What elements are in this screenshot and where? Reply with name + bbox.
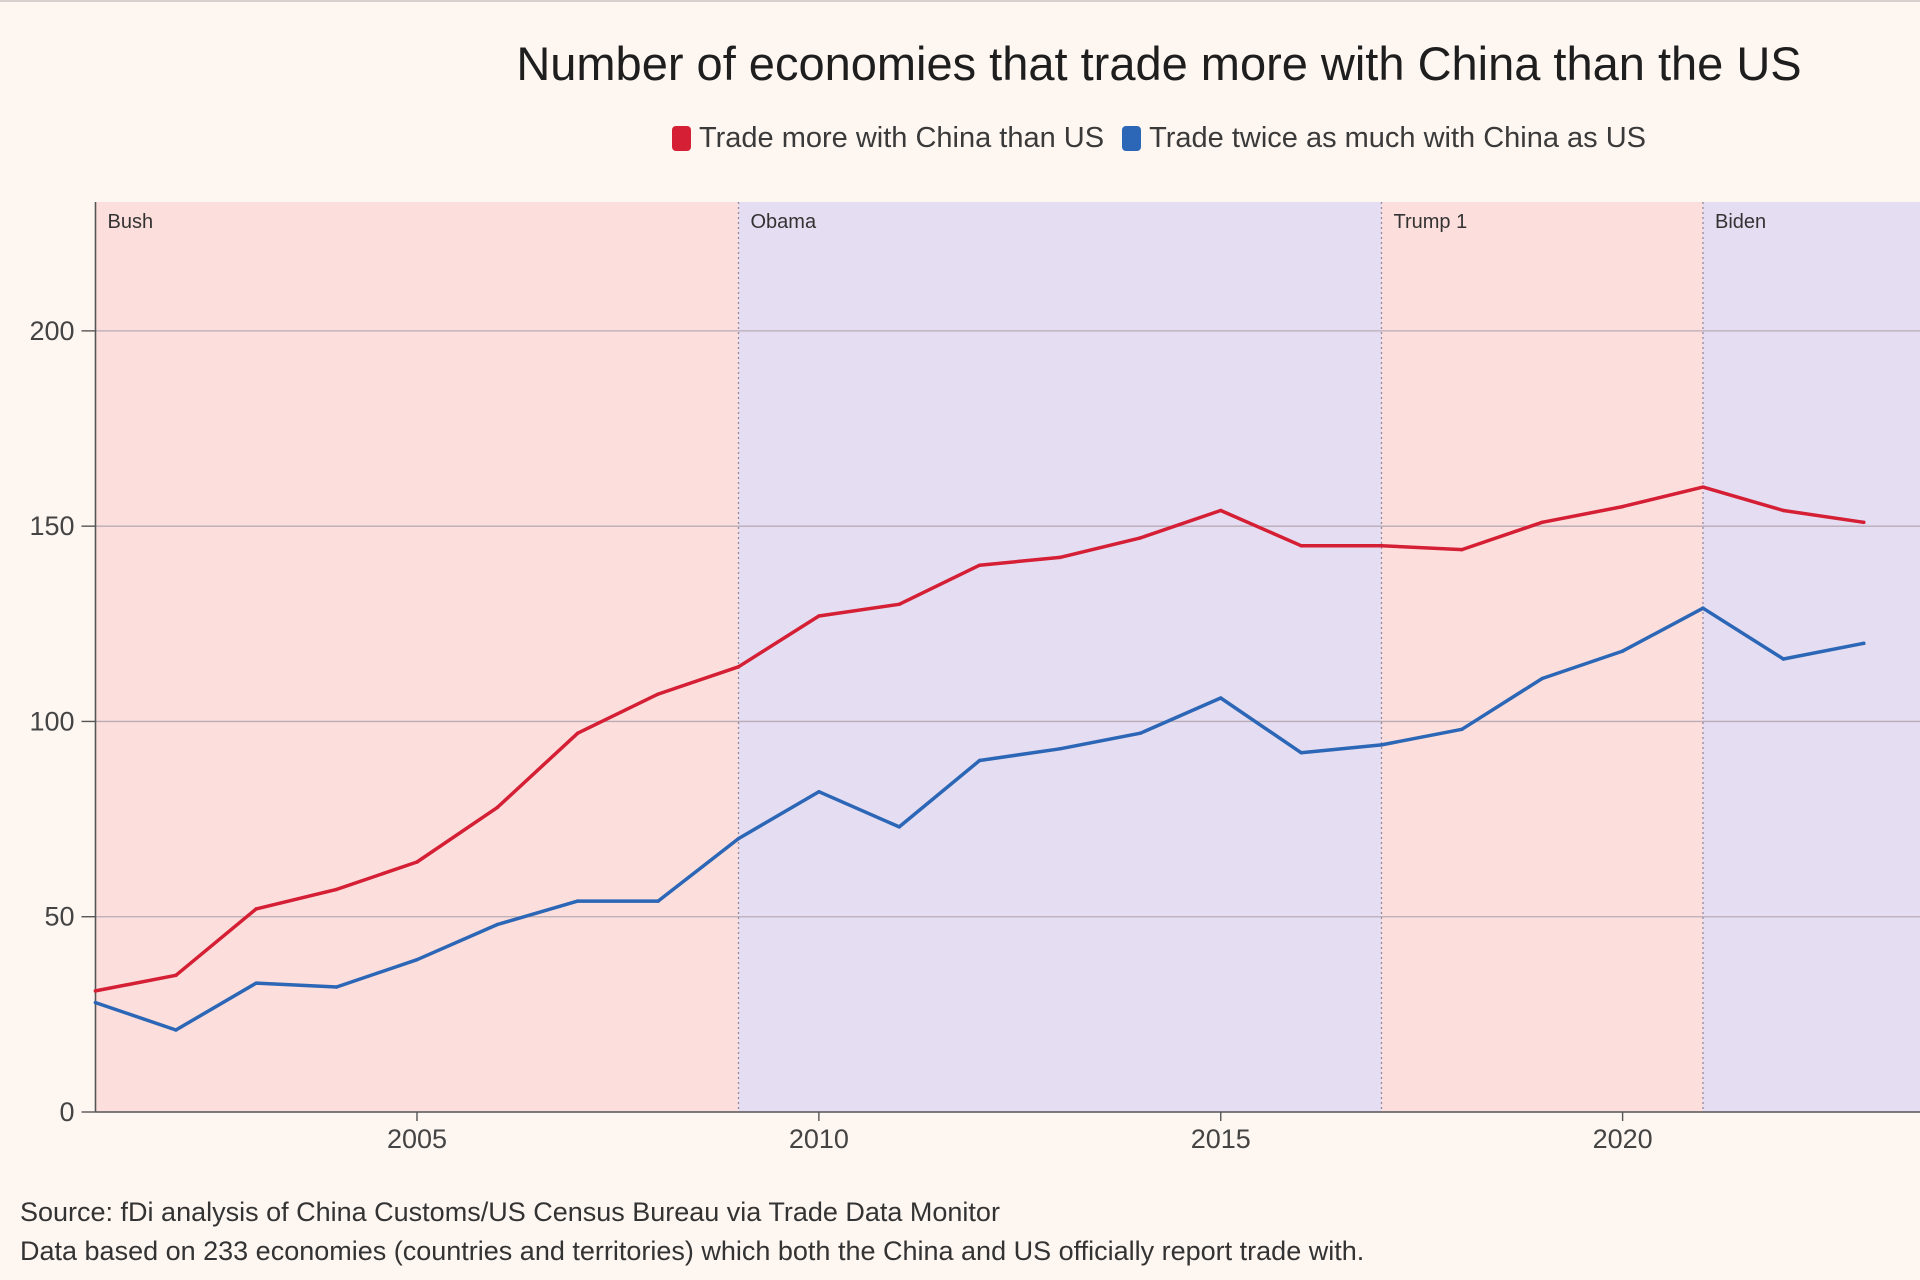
data-point-trade-more-with-china-than-us-2003	[254, 907, 258, 911]
data-point-trade-twice-as-much-with-china-as-us-2017	[1379, 743, 1384, 747]
data-point-trade-more-with-china-than-us-2007	[575, 731, 580, 735]
data-point-trade-twice-as-much-with-china-as-us-2001	[93, 1000, 98, 1005]
period-label-obama: Obama	[750, 211, 816, 233]
data-point-trade-twice-as-much-with-china-as-us-2016	[1299, 750, 1303, 755]
y-tick-label: 100	[29, 706, 74, 736]
data-point-trade-more-with-china-than-us-2015	[1218, 508, 1223, 513]
y-tick-label: 50	[44, 902, 74, 932]
data-point-trade-more-with-china-than-us-2013	[1058, 555, 1062, 560]
data-point-trade-more-with-china-than-us-2017	[1379, 543, 1384, 548]
legend-swatch-trade-twice	[1122, 125, 1142, 151]
data-point-trade-twice-as-much-with-china-as-us-2004	[334, 985, 339, 989]
x-tick-label: 2010	[789, 1124, 849, 1154]
data-point-trade-twice-as-much-with-china-as-us-2006	[495, 922, 500, 927]
y-tick-label: 0	[59, 1097, 74, 1127]
legend-label-trade-twice: Trade twice as much with China as US	[1149, 121, 1647, 154]
period-label-trump-1: Trump 1	[1393, 211, 1467, 233]
data-point-trade-twice-as-much-with-china-as-us-2022	[1781, 657, 1786, 661]
period-label-bush: Bush	[108, 211, 154, 233]
data-point-trade-twice-as-much-with-china-as-us-2011	[897, 825, 901, 829]
data-note: Data based on 233 economies (countries a…	[20, 1236, 1365, 1266]
data-point-trade-twice-as-much-with-china-as-us-2005	[415, 957, 419, 962]
data-point-trade-twice-as-much-with-china-as-us-2002	[174, 1028, 178, 1032]
period-band-bush	[95, 202, 739, 1112]
data-point-trade-twice-as-much-with-china-as-us-2021	[1701, 606, 1705, 610]
data-point-trade-twice-as-much-with-china-as-us-2003	[254, 981, 258, 985]
data-point-trade-more-with-china-than-us-2018	[1460, 547, 1464, 552]
data-point-trade-more-with-china-than-us-2022	[1781, 508, 1786, 513]
data-point-trade-more-with-china-than-us-2010	[817, 614, 821, 618]
data-point-trade-twice-as-much-with-china-as-us-2020	[1620, 649, 1625, 653]
data-point-trade-twice-as-much-with-china-as-us-2015	[1218, 696, 1223, 700]
data-point-trade-more-with-china-than-us-2001	[93, 989, 98, 993]
data-point-trade-more-with-china-than-us-2023	[1861, 520, 1866, 525]
data-point-trade-more-with-china-than-us-2019	[1540, 520, 1544, 525]
data-point-trade-twice-as-much-with-china-as-us-2008	[656, 899, 660, 903]
y-tick-label: 200	[29, 316, 74, 346]
data-point-trade-more-with-china-than-us-2005	[415, 860, 419, 864]
data-point-trade-twice-as-much-with-china-as-us-2018	[1460, 727, 1464, 732]
period-band-obama	[738, 202, 1382, 1112]
x-tick-label: 2005	[387, 1124, 447, 1154]
data-point-trade-more-with-china-than-us-2006	[495, 805, 500, 810]
data-point-trade-twice-as-much-with-china-as-us-2009	[736, 836, 741, 841]
data-point-trade-more-with-china-than-us-2002	[174, 973, 178, 978]
data-point-trade-more-with-china-than-us-2009	[736, 665, 741, 669]
x-tick-label: 2015	[1191, 1124, 1251, 1154]
legend: Trade more with China than US Trade twic…	[398, 120, 1920, 156]
y-tick-label: 150	[29, 511, 74, 541]
x-tick-label: 2020	[1593, 1124, 1653, 1154]
data-point-trade-twice-as-much-with-china-as-us-2023	[1861, 641, 1866, 646]
data-point-trade-more-with-china-than-us-2008	[656, 692, 660, 696]
data-point-trade-more-with-china-than-us-2011	[897, 602, 901, 607]
data-point-trade-more-with-china-than-us-2021	[1701, 485, 1705, 489]
legend-item-trade-more: Trade more with China than US	[671, 121, 1105, 155]
chart-title: Number of economies that trade more with…	[516, 37, 1802, 90]
data-point-trade-more-with-china-than-us-2016	[1299, 543, 1303, 548]
legend-item-trade-twice: Trade twice as much with China as US	[1122, 122, 1646, 155]
data-point-trade-twice-as-much-with-china-as-us-2007	[575, 899, 580, 903]
data-point-trade-twice-as-much-with-china-as-us-2019	[1540, 676, 1544, 681]
data-point-trade-twice-as-much-with-china-as-us-2010	[817, 789, 821, 794]
data-point-trade-twice-as-much-with-china-as-us-2014	[1138, 731, 1143, 735]
data-point-trade-more-with-china-than-us-2012	[977, 563, 982, 567]
data-point-trade-more-with-china-than-us-2014	[1138, 536, 1143, 540]
legend-swatch-trade-more	[671, 125, 691, 151]
period-band-biden	[1702, 202, 1920, 1112]
source-note: Source: fDi analysis of China Customs/US…	[20, 1197, 1000, 1227]
period-band-trump-1	[1381, 202, 1703, 1112]
data-point-trade-twice-as-much-with-china-as-us-2013	[1058, 747, 1062, 751]
data-point-trade-more-with-china-than-us-2004	[334, 887, 339, 892]
data-point-trade-twice-as-much-with-china-as-us-2012	[977, 758, 982, 763]
chart-plot: Bush Obama Trump 1 Biden 0 50 100 150 200 2005 201…	[29, 202, 1920, 1154]
legend-label-trade-more: Trade more with China than US	[698, 121, 1105, 154]
period-label-biden: Biden	[1715, 211, 1766, 233]
top-border	[0, 0, 1920, 2]
data-point-trade-more-with-china-than-us-2020	[1620, 504, 1625, 509]
